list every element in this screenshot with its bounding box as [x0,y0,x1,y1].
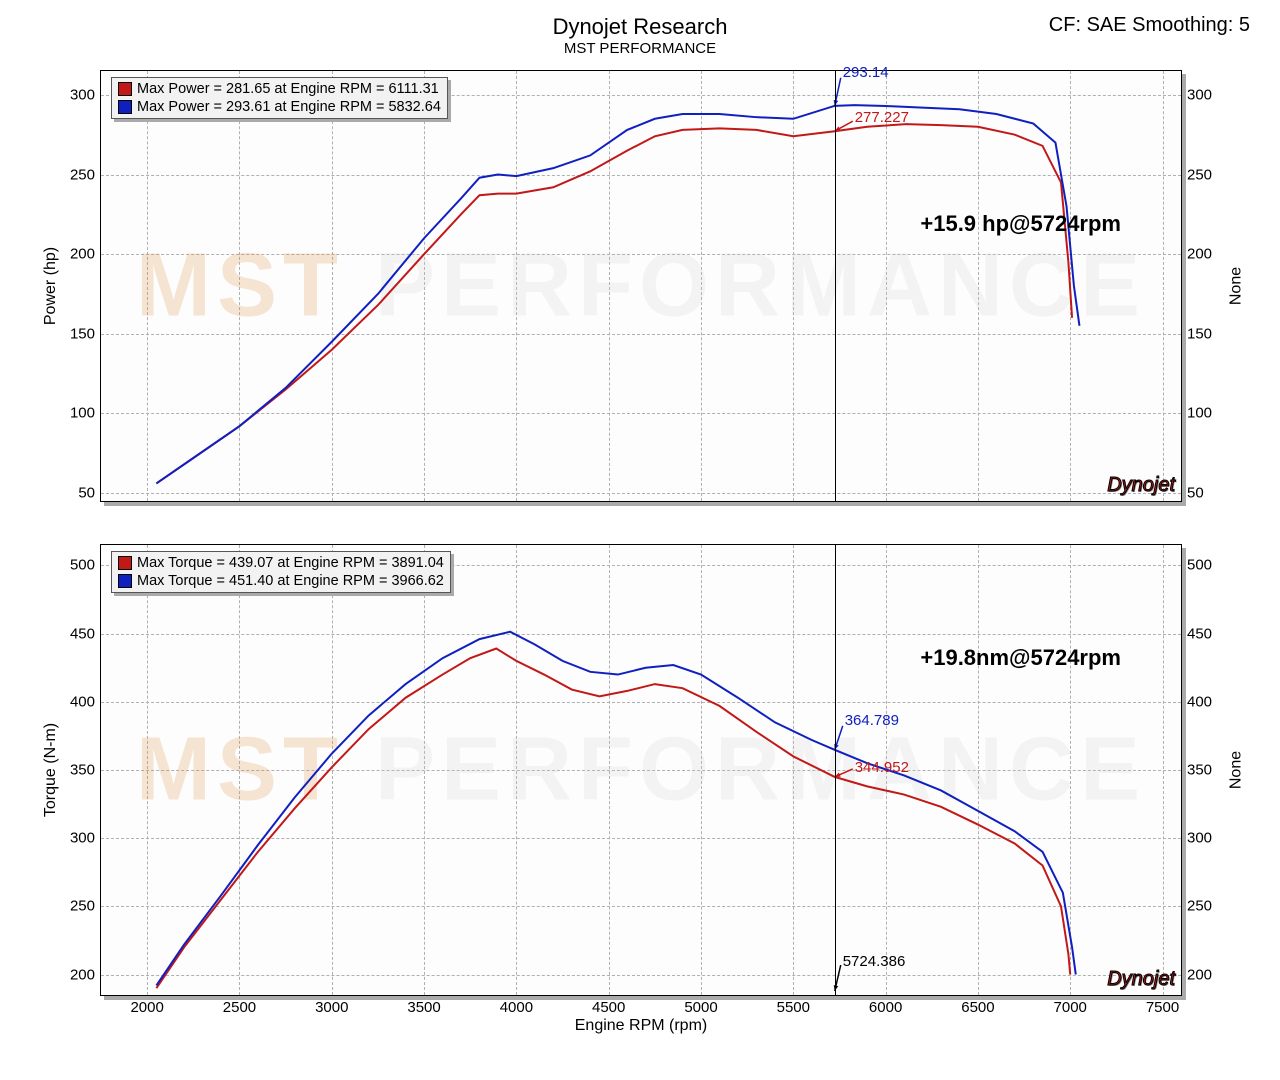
x-tick-label: 6000 [869,995,902,1016]
cursor-line [835,545,836,995]
y-tick-label: 200 [1181,246,1212,263]
x-tick-label: 4500 [592,995,625,1016]
cursor-x-label: 5724.386 [843,953,906,970]
cursor-line [835,71,836,501]
y-tick-label: 150 [70,325,101,342]
y-tick-label: 50 [78,485,101,502]
legend-text: Max Torque = 439.07 at Engine RPM = 3891… [137,554,444,572]
subtitle: MST PERFORMANCE [20,40,1260,57]
x-tick-label: 5500 [777,995,810,1016]
y-tick-label: 500 [70,557,101,574]
y-tick-label: 250 [70,898,101,915]
dynojet-badge: Dynojet [1107,474,1175,497]
callout-blue: 293.14 [843,64,889,81]
y-tick-label: 50 [1181,485,1204,502]
y-tick-label: 400 [1181,693,1212,710]
y-tick-label: 500 [1181,557,1212,574]
power-svg [101,71,1181,501]
x-tick-label: 3000 [315,995,348,1016]
y-tick-label: 250 [70,166,101,183]
y-tick-label: 100 [70,405,101,422]
legend-row: Max Torque = 451.40 at Engine RPM = 3966… [118,572,444,590]
x-axis-label: Engine RPM (rpm) [575,1017,707,1035]
chart-area: MST PERFORMANCE Max Power = 281.65 at En… [30,60,1250,1048]
callout-red: 344.952 [855,759,909,776]
y-tick-label: 450 [70,625,101,642]
power-chart-block: MST PERFORMANCE Max Power = 281.65 at En… [30,60,1250,530]
cf-label: CF: SAE Smoothing: 5 [1049,14,1250,37]
legend-row: Max Power = 281.65 at Engine RPM = 6111.… [118,80,441,98]
y-tick-label: 300 [1181,830,1212,847]
y-tick-label: 250 [1181,898,1212,915]
dynojet-badge: Dynojet [1107,968,1175,991]
x-tick-label: 7000 [1054,995,1087,1016]
callout-red: 277.227 [855,109,909,126]
legend-swatch-blue [118,574,132,588]
y-tick-label: 300 [70,830,101,847]
y-tick-label: 450 [1181,625,1212,642]
x-tick-label: 2500 [223,995,256,1016]
torque-svg [101,545,1181,995]
y-tick-label: 100 [1181,405,1212,422]
y-tick-label: 250 [1181,166,1212,183]
torque-chart-block: MST PERFORMANCE Max Torque = 439.07 at E… [30,538,1250,1048]
legend-row: Max Torque = 439.07 at Engine RPM = 3891… [118,554,444,572]
torque-legend: Max Torque = 439.07 at Engine RPM = 3891… [111,551,451,593]
y-tick-label: 200 [1181,966,1212,983]
y-tick-label: 300 [70,86,101,103]
legend-swatch-red [118,556,132,570]
x-tick-label: 6500 [961,995,994,1016]
torque-annotation: +19.8nm@5724rpm [920,645,1121,671]
y-axis-label-right: None [1227,751,1245,789]
x-tick-label: 7500 [1146,995,1179,1016]
y-tick-label: 400 [70,693,101,710]
power-legend: Max Power = 281.65 at Engine RPM = 6111.… [111,77,448,119]
legend-swatch-blue [118,100,132,114]
legend-text: Max Power = 281.65 at Engine RPM = 6111.… [137,80,439,98]
y-tick-label: 150 [1181,325,1212,342]
page: Dynojet Research MST PERFORMANCE CF: SAE… [0,0,1280,1080]
y-axis-label-right: None [1227,267,1245,305]
y-tick-label: 350 [1181,762,1212,779]
legend-swatch-red [118,82,132,96]
x-tick-label: 3500 [407,995,440,1016]
callout-blue: 364.789 [845,712,899,729]
legend-text: Max Power = 293.61 at Engine RPM = 5832.… [137,98,441,116]
y-tick-label: 300 [1181,86,1212,103]
y-axis-label-left: Torque (N-m) [42,723,60,817]
y-tick-label: 200 [70,966,101,983]
header: Dynojet Research MST PERFORMANCE CF: SAE… [20,10,1260,60]
torque-plot: MST PERFORMANCE Max Torque = 439.07 at E… [100,544,1182,996]
legend-text: Max Torque = 451.40 at Engine RPM = 3966… [137,572,444,590]
power-plot: MST PERFORMANCE Max Power = 281.65 at En… [100,70,1182,502]
x-tick-label: 5000 [684,995,717,1016]
power-annotation: +15.9 hp@5724rpm [920,211,1121,237]
y-axis-label-left: Power (hp) [42,247,60,325]
legend-row: Max Power = 293.61 at Engine RPM = 5832.… [118,98,441,116]
y-tick-label: 200 [70,246,101,263]
x-tick-label: 2000 [130,995,163,1016]
x-tick-label: 4000 [500,995,533,1016]
y-tick-label: 350 [70,762,101,779]
